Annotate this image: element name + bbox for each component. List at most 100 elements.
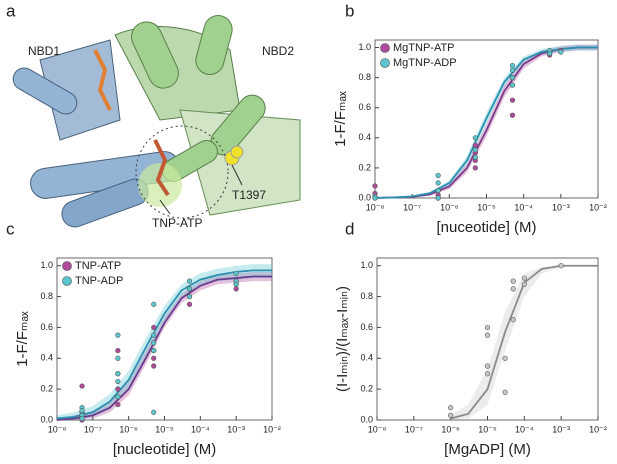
y-tick-label: 0.6 [40, 322, 53, 332]
data-point [484, 371, 491, 377]
y-tick-label: 0.2 [360, 384, 373, 394]
annotation: NBD2 [262, 44, 294, 58]
data-point [510, 317, 516, 323]
data-point [521, 281, 527, 287]
data-point [151, 409, 157, 415]
panel-label: d [345, 219, 354, 238]
annotation: NBD1 [28, 44, 60, 58]
data-point [115, 378, 121, 385]
confidence-band [450, 265, 598, 420]
data-point [115, 386, 121, 392]
x-tick-label: 10⁻² [263, 424, 281, 434]
x-axis-title: [nuceotide] (M) [436, 219, 536, 236]
x-tick-label: 10⁻⁶ [441, 424, 460, 434]
x-tick-label: 10⁻⁴ [514, 202, 533, 212]
data-point [448, 412, 454, 418]
annotation: T1397 [232, 188, 266, 202]
data-point [151, 324, 157, 331]
data-point [233, 270, 239, 277]
data-point [151, 347, 157, 354]
data-point [151, 363, 157, 369]
data-point [435, 172, 441, 179]
y-tick-label: 0.2 [358, 162, 371, 172]
y-tick-label: 0.0 [358, 192, 371, 202]
data-point [115, 401, 121, 408]
panel-label: c [6, 219, 15, 238]
data-point [151, 332, 157, 338]
y-tick-label: 1.0 [360, 260, 373, 270]
data-point [79, 383, 85, 389]
legend-marker [62, 261, 72, 271]
y-axis-title: 1-F/Fₘₐₓ [332, 91, 349, 147]
data-point [448, 405, 454, 411]
fit-line [56, 269, 272, 420]
x-tick-label: 10⁻⁵ [477, 202, 496, 212]
y-tick-label: 1.0 [358, 42, 371, 52]
y-tick-label: 0.4 [40, 353, 53, 363]
data-point [151, 355, 157, 361]
x-tick-label: 10⁻⁶ [440, 202, 459, 212]
data-point [472, 165, 478, 171]
data-point [472, 154, 478, 160]
legend-label: TNP-ADP [75, 275, 123, 287]
data-point [509, 112, 516, 118]
chart-panel: d 10⁻⁸ 10⁻⁷ 10⁻⁶ 10⁻⁵ 10⁻⁴ 10⁻³ 10⁻² 0.0 0.2 0.4 0.… [334, 219, 607, 457]
data-point [372, 183, 378, 189]
data-point [435, 195, 441, 201]
legend-marker [62, 276, 72, 286]
data-point [502, 355, 508, 361]
x-tick-label: 10⁻² [589, 424, 607, 434]
annotation: TNP-ATP [152, 216, 202, 230]
x-tick-label: 10⁻² [589, 202, 607, 212]
x-tick-label: 10⁻⁸ [48, 424, 67, 434]
legend-label: MgTNP-ATP [393, 42, 455, 54]
data-point [521, 275, 527, 281]
y-tick-label: 0.2 [40, 384, 53, 394]
x-tick-label: 10⁻⁸ [368, 424, 387, 434]
data-point [435, 187, 441, 194]
y-tick-label: 0.6 [358, 102, 371, 112]
y-tick-label: 0.4 [360, 353, 373, 363]
x-tick-label: 10⁻⁸ [366, 202, 385, 212]
x-tick-label: 10⁻⁶ [119, 424, 138, 434]
data-point [484, 363, 491, 369]
data-point [502, 389, 508, 395]
x-axis-title: [MgADP] (M) [444, 441, 531, 458]
data-point [186, 301, 193, 307]
structure-illustration: a NBD1 NBD2 TNP-ATP T1397 [6, 1, 301, 230]
legend-marker [380, 43, 390, 53]
x-tick-label: 10⁻³ [227, 424, 245, 434]
y-tick-label: 0.6 [360, 322, 373, 332]
x-tick-label: 10⁻⁵ [478, 424, 497, 434]
data-point [484, 332, 491, 338]
data-point [115, 355, 121, 361]
y-tick-label: 1.0 [40, 260, 53, 270]
data-point [558, 49, 564, 55]
x-tick-label: 10⁻⁵ [155, 424, 174, 434]
fit-line [56, 275, 272, 421]
panel-label: a [6, 1, 16, 20]
data-point [151, 301, 157, 307]
x-tick-label: 10⁻⁴ [515, 424, 534, 434]
data-point [484, 324, 491, 331]
y-tick-label: 0.4 [358, 132, 371, 142]
data-point [115, 347, 121, 354]
data-point [79, 415, 85, 422]
y-tick-label: 0.0 [40, 414, 53, 424]
y-axis-title: 1-F/Fₘₐₓ [14, 311, 31, 367]
data-point [510, 278, 516, 284]
legend-label: TNP-ATP [75, 260, 121, 272]
chart-panel: c 10⁻⁸ 10⁻⁷ 10⁻⁶ 10⁻⁵ 10⁻⁴ 10⁻³ 10⁻² 0.0 0.2 0.4 0.… [6, 219, 281, 457]
confidence-band [57, 271, 272, 420]
data-point [115, 371, 121, 377]
data-point [509, 82, 516, 88]
x-axis-title: [nucleotide] (M) [113, 441, 216, 458]
data-point [547, 50, 553, 57]
data-point [372, 195, 378, 201]
data-point [186, 286, 193, 292]
data-point [472, 135, 478, 141]
data-point [151, 340, 157, 346]
data-point [79, 408, 85, 414]
data-point [115, 394, 121, 400]
